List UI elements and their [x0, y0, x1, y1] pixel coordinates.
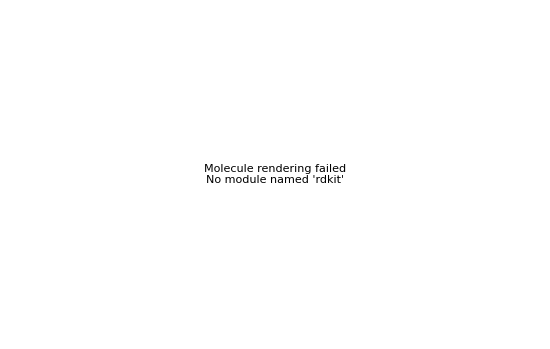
Text: Molecule rendering failed
No module named 'rdkit': Molecule rendering failed No module name… [204, 164, 346, 185]
